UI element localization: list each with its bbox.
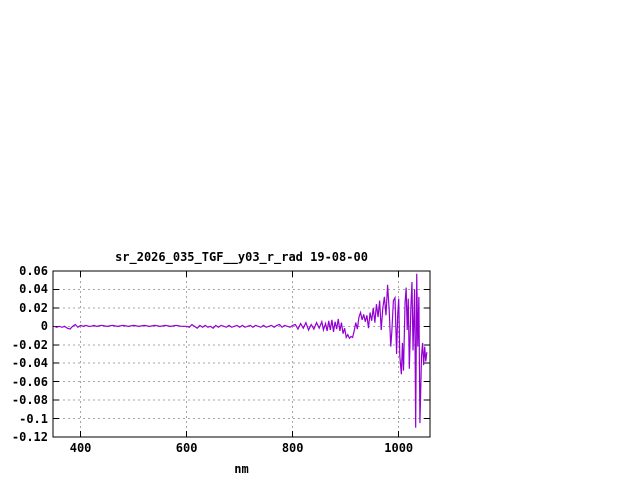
y-tick-label: 0.02 [19, 300, 48, 315]
x-tick-label: 400 [69, 441, 92, 455]
chart-title: sr_2026_035_TGF__y03_r_rad 19-08-00 [115, 250, 368, 264]
y-tick-label: -0.08 [11, 393, 48, 408]
y-tick-label: -0.04 [11, 356, 48, 371]
y-tick-label: 0.04 [19, 282, 48, 297]
x-axis-title: nm [234, 462, 249, 476]
y-tick-label: 0 [40, 319, 48, 334]
x-tick-label: 1000 [384, 441, 414, 455]
data-line [53, 273, 428, 428]
y-tick-label: -0.12 [11, 430, 48, 444]
y-tick-label: -0.06 [11, 374, 48, 389]
plot-frame [52, 270, 431, 438]
x-tick-label: 600 [175, 441, 198, 455]
x-tick-label: 800 [281, 441, 304, 455]
y-tick-label: -0.02 [11, 337, 48, 352]
y-tick-label: 0.06 [19, 264, 48, 278]
y-tick-label: -0.1 [19, 411, 48, 426]
